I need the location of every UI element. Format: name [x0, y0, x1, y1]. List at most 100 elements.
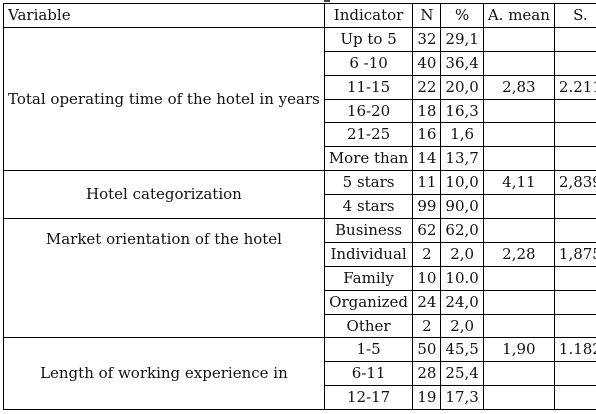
scan-artifact — [324, 0, 330, 2]
indicator-cell: 6-11 — [323, 361, 414, 387]
sd-cell — [553, 361, 596, 387]
mean-cell — [482, 218, 555, 243]
mean-cell — [482, 50, 555, 76]
indicator-cell: 5 stars — [323, 170, 414, 196]
indicator-cell: Up to 5 — [323, 26, 414, 52]
n-cell: 40 — [412, 50, 442, 76]
table-row: 4 stars 99 90,0 — [4, 194, 596, 220]
percent-cell: 2,0 — [440, 313, 484, 339]
percent-cell: 36,4 — [440, 50, 484, 76]
table-row: Market orientation of the hotel Business… — [3, 218, 596, 339]
n-cell: 10 — [412, 265, 442, 291]
sd-cell — [553, 26, 596, 52]
table-row: 12-17 19 17,3 — [4, 385, 596, 411]
mean-cell: 4,11 — [482, 170, 555, 196]
mean-cell: 2,28 — [482, 241, 555, 267]
indicator-cell: 6 -10 — [323, 50, 414, 76]
percent-cell: 2,0 — [440, 241, 484, 267]
indicator-cell: Family — [323, 265, 414, 291]
table-row: Hotel categorization 5 stars 11 10,0 4,1… — [3, 170, 596, 220]
variable-cell: Total operating time of the hotel in yea… — [3, 26, 325, 172]
percent-cell: 10,0 — [440, 170, 484, 196]
header-row: Variable Indicator N % A. mean S. — [3, 3, 596, 28]
indicator-cell: Other — [323, 313, 414, 339]
n-cell: 62 — [412, 218, 442, 243]
n-cell: 32 — [412, 26, 442, 52]
table-row: 16-20 18 16,3 — [4, 98, 596, 124]
variable-cell: Market orientation of the hotel — [3, 218, 325, 339]
indicator-cell: Business — [323, 218, 414, 243]
n-cell: 16 — [412, 122, 442, 148]
n-cell: 50 — [412, 337, 442, 363]
indicator-cell: 4 stars — [323, 194, 414, 220]
sd-cell — [553, 218, 596, 243]
percent-cell: 25,4 — [440, 361, 484, 387]
indicator-cell: 11-15 — [323, 74, 414, 100]
sd-cell: 2,839 — [553, 170, 596, 196]
header-sd: S. — [553, 3, 596, 28]
indicator-cell: Organized — [323, 289, 414, 315]
indicator-cell: 12-17 — [323, 385, 414, 411]
sd-cell: 1,875 — [553, 241, 596, 267]
sd-cell — [553, 385, 596, 411]
indicator-cell: 1-5 — [323, 337, 414, 363]
mean-cell — [482, 265, 555, 291]
percent-cell: 24,0 — [440, 289, 484, 315]
percent-cell: 45,5 — [440, 337, 484, 363]
percent-cell: 13,7 — [440, 146, 484, 172]
percent-cell: 90,0 — [440, 194, 484, 220]
n-cell: 19 — [412, 385, 442, 411]
sd-cell — [553, 50, 596, 76]
n-cell: 14 — [412, 146, 442, 172]
n-cell: 24 — [412, 289, 442, 315]
statistics-table: Variable Indicator N % A. mean S. Total … — [3, 3, 596, 411]
sd-cell: 1.182 — [553, 337, 596, 363]
mean-cell — [482, 194, 555, 220]
percent-cell: 1,6 — [440, 122, 484, 148]
sd-cell — [553, 194, 596, 220]
table-row: Individual 2 2,0 2,28 1,875 — [4, 241, 596, 267]
variable-cell: Length of working experience in — [3, 337, 325, 411]
table-row: Family 10 10.0 — [4, 265, 596, 291]
header-mean: A. mean — [482, 3, 555, 28]
sd-cell — [553, 98, 596, 124]
mean-cell — [482, 361, 555, 387]
table-row: Total operating time of the hotel in yea… — [3, 26, 596, 172]
sd-cell — [553, 289, 596, 315]
percent-cell: 20,0 — [440, 74, 484, 100]
indicator-cell: Individual — [323, 241, 414, 267]
sd-cell: 2.211 — [553, 74, 596, 100]
mean-cell — [482, 385, 555, 411]
mean-cell — [482, 98, 555, 124]
mean-cell — [482, 122, 555, 148]
n-cell: 2 — [412, 313, 442, 339]
header-indicator: Indicator — [323, 3, 414, 28]
percent-cell: 62,0 — [440, 218, 484, 243]
indicator-cell: 16-20 — [323, 98, 414, 124]
sd-cell — [553, 122, 596, 148]
mean-cell: 2,83 — [482, 74, 555, 100]
sd-cell — [553, 146, 596, 172]
variable-cell: Hotel categorization — [3, 170, 325, 220]
header-variable: Variable — [3, 3, 325, 28]
mean-cell: 1,90 — [482, 337, 555, 363]
mean-cell — [482, 313, 555, 339]
header-percent: % — [440, 3, 484, 28]
table-row: More than 14 13,7 — [4, 146, 596, 172]
table-row: Length of working experience in 1-5 50 4… — [3, 337, 596, 411]
percent-cell: 16,3 — [440, 98, 484, 124]
sd-cell — [553, 265, 596, 291]
sd-cell — [553, 313, 596, 339]
n-cell: 2 — [412, 241, 442, 267]
table-row: 21-25 16 1,6 — [4, 122, 596, 148]
n-cell: 99 — [412, 194, 442, 220]
n-cell: 11 — [412, 170, 442, 196]
mean-cell — [482, 26, 555, 52]
n-cell: 18 — [412, 98, 442, 124]
percent-cell: 29,1 — [440, 26, 484, 52]
percent-cell: 10.0 — [440, 265, 484, 291]
indicator-cell: More than — [323, 146, 414, 172]
n-cell: 28 — [412, 361, 442, 387]
table-row: 6-11 28 25,4 — [4, 361, 596, 387]
n-cell: 22 — [412, 74, 442, 100]
